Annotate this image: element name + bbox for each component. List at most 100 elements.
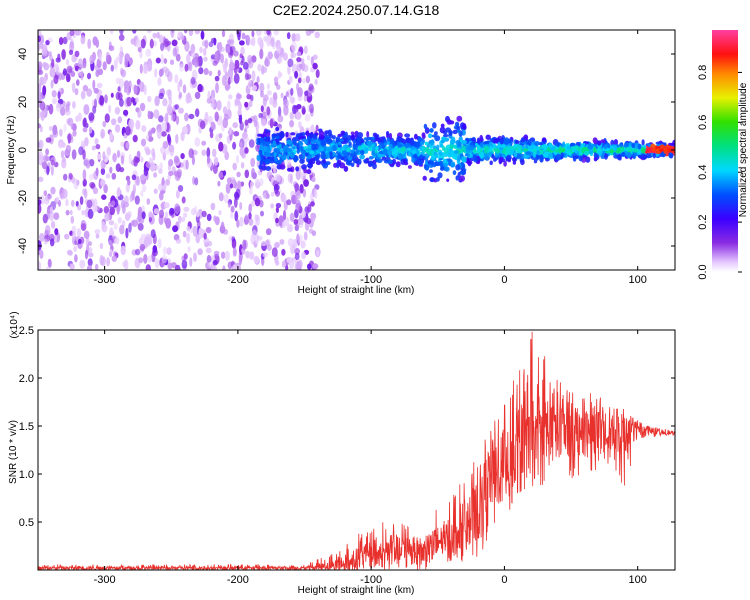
- spectrogram-cell: [357, 137, 361, 143]
- spectrogram-cell: [525, 151, 531, 156]
- spectrogram-cell: [623, 141, 629, 149]
- spectrogram-cell: [446, 178, 450, 182]
- spectrogram-cell: [122, 204, 126, 214]
- spectrogram-cell: [256, 76, 260, 83]
- spectrogram-y-tick-label: -40: [17, 238, 29, 254]
- spectrogram-cell: [368, 156, 374, 160]
- spectrogram-cell: [574, 145, 580, 151]
- spectrogram-cell: [48, 103, 54, 115]
- spectrogram-cell: [363, 137, 370, 141]
- spectrogram-cell: [642, 154, 648, 160]
- spectrogram-cell: [145, 48, 152, 57]
- spectrogram-cell: [250, 157, 256, 168]
- spectrogram-cell: [404, 133, 411, 138]
- spectrogram-cell: [357, 146, 363, 151]
- spectrogram-cell: [278, 159, 283, 164]
- spectrogram-cell: [221, 30, 226, 38]
- spectrogram-cell: [163, 202, 170, 209]
- spectrogram-cell: [74, 88, 79, 96]
- spectrogram-cell: [233, 197, 238, 208]
- spectrogram-cell: [147, 130, 153, 138]
- spectrogram-cell: [74, 50, 80, 57]
- spectrogram-cell: [296, 57, 302, 63]
- spectrogram-cell: [282, 209, 287, 221]
- spectrogram-cell: [233, 131, 240, 137]
- spectrogram-cell: [43, 238, 48, 245]
- spectrogram-cell: [197, 83, 203, 93]
- spectrogram-cell: [505, 146, 511, 154]
- spectrogram-cell: [85, 160, 91, 169]
- spectrogram-cell: [95, 69, 100, 77]
- spectrogram-cell: [430, 160, 435, 166]
- spectrogram-cell: [304, 90, 309, 97]
- spectrogram-cell: [423, 123, 428, 129]
- spectrogram-cell: [102, 120, 107, 128]
- spectrogram-cell: [104, 113, 110, 123]
- spectrogram-cell: [266, 83, 270, 90]
- spectrogram-cell: [49, 210, 54, 222]
- spectrogram-cell: [462, 123, 467, 130]
- spectrogram-cell: [262, 192, 267, 200]
- spectrogram-cell: [69, 209, 73, 216]
- spectrogram-y-tick-label: -20: [17, 190, 29, 206]
- spectrogram-cell: [637, 143, 642, 150]
- spectrogram-cell: [405, 137, 411, 141]
- spectrogram-cell: [347, 156, 353, 161]
- spectrogram-cell: [224, 71, 228, 81]
- spectrogram-cell: [366, 141, 373, 146]
- spectrogram-cell: [146, 62, 153, 72]
- spectrogram-cell: [319, 147, 324, 152]
- spectrogram-cell: [94, 229, 101, 235]
- spectrogram-cell: [59, 128, 63, 137]
- spectrogram-cell: [109, 251, 113, 257]
- spectrogram-cell: [188, 61, 193, 72]
- spectrogram-cell: [286, 167, 293, 172]
- spectrogram-cell: [510, 145, 514, 150]
- spectrogram-cells: [38, 30, 675, 270]
- spectrogram-cell: [42, 213, 48, 224]
- spectrogram-cell: [436, 144, 440, 151]
- spectrogram-cell: [118, 78, 124, 89]
- spectrogram-cell: [310, 214, 316, 223]
- spectrogram-cell: [83, 230, 90, 239]
- spectrogram-cell: [289, 120, 295, 128]
- spectrogram-cell: [194, 177, 199, 186]
- spectrogram-cell: [265, 166, 272, 171]
- spectrogram-cell: [318, 130, 325, 137]
- spectrogram-cell: [232, 264, 237, 270]
- spectrogram-cell: [668, 142, 673, 146]
- spectrogram-cell: [162, 246, 167, 255]
- spectrogram-cell: [296, 104, 302, 110]
- spectrogram-cell: [285, 91, 289, 97]
- spectrogram-cell: [109, 166, 113, 174]
- spectrogram-cell: [143, 64, 148, 74]
- spectrogram-cell: [104, 94, 108, 104]
- spectrogram-cell: [71, 176, 76, 184]
- spectrogram-cell: [165, 40, 172, 46]
- spectrogram-cell: [91, 145, 96, 151]
- spectrogram-cell: [224, 151, 229, 161]
- snr-y-tick-label: 0.5: [19, 517, 34, 529]
- spectrogram-cell: [105, 51, 110, 61]
- spectrogram-cell: [202, 48, 207, 56]
- spectrogram-cell: [118, 34, 125, 41]
- spectrogram-cell: [489, 160, 493, 166]
- spectrogram-cell: [150, 229, 156, 239]
- colorbar-tick-label: 0.4: [697, 165, 709, 180]
- spectrogram-cell: [113, 223, 118, 230]
- spectrogram-cell: [597, 140, 602, 146]
- spectrogram-cell: [125, 227, 129, 239]
- spectrogram-cell: [88, 112, 95, 121]
- spectrogram-cell: [238, 141, 243, 148]
- spectrogram-cell: [668, 152, 673, 159]
- spectrogram-cell: [119, 30, 124, 35]
- spectrogram-cell: [637, 151, 642, 155]
- snr-y-tick-label: 1.5: [19, 421, 34, 433]
- spectrogram-cell: [297, 234, 303, 244]
- spectrogram-cell: [429, 177, 435, 183]
- spectrogram-cell: [52, 129, 59, 138]
- spectrogram-cell: [167, 262, 173, 270]
- spectrogram-cell: [311, 230, 317, 237]
- spectrogram-cell: [573, 155, 579, 159]
- snr-x-tick-label: -200: [227, 574, 249, 586]
